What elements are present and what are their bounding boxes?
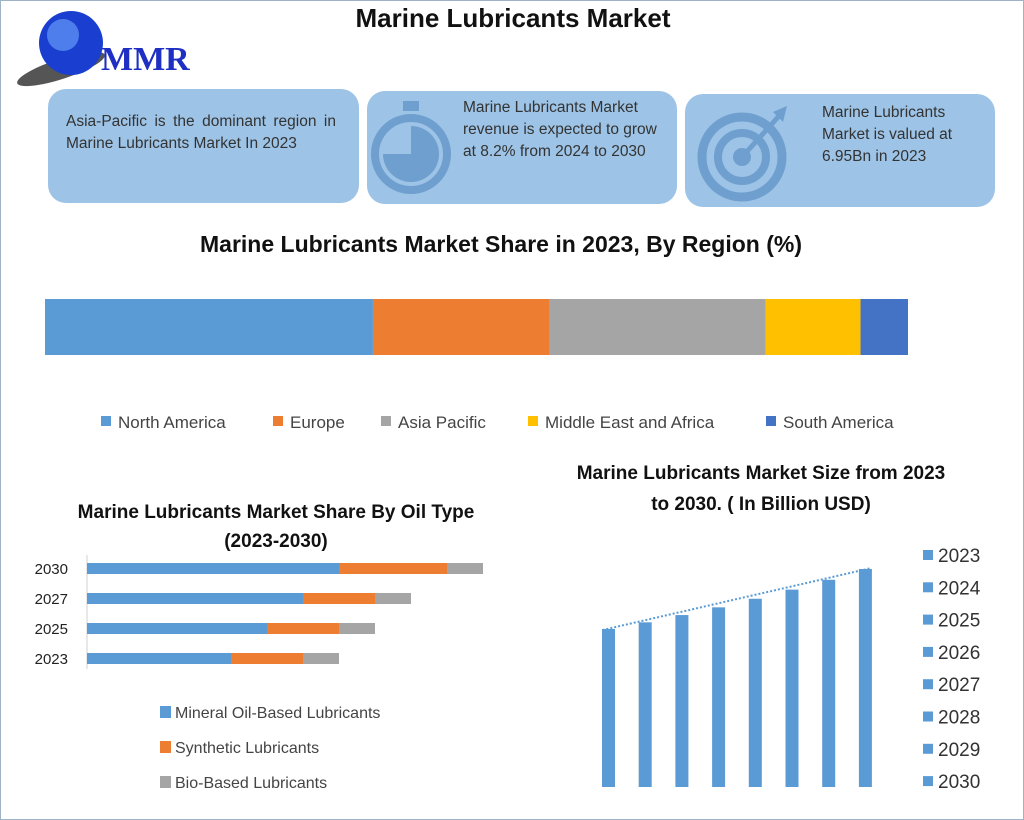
oil-bar-segment bbox=[87, 563, 339, 574]
size-bar bbox=[748, 598, 762, 787]
legend-label: 2025 bbox=[938, 611, 980, 632]
legend-label: 2030 bbox=[938, 772, 980, 793]
category-label: 2025 bbox=[35, 621, 68, 638]
logo-text: MMR bbox=[101, 41, 190, 78]
legend-label: 2026 bbox=[938, 643, 980, 664]
region-chart-title: Marine Lubricants Market Share in 2023, … bbox=[200, 231, 802, 257]
info-card-region: Asia-Pacific is the dominant region in M… bbox=[48, 89, 359, 203]
region-bar-segment bbox=[549, 299, 766, 355]
legend-swatch bbox=[923, 679, 933, 690]
legend-swatch bbox=[923, 776, 933, 787]
legend-label: 2029 bbox=[938, 740, 980, 761]
oil-bar-segment bbox=[339, 623, 375, 634]
oil-bar-segment bbox=[231, 653, 303, 664]
legend-label: Bio-Based Lubricants bbox=[175, 775, 327, 792]
legend-label: 2023 bbox=[938, 546, 980, 567]
oil-type-chart: 2030 2027 2025 2023 Mineral Oil-Based Lubric… bbox=[35, 555, 483, 792]
market-size-chart: 2023 2024 2025 2026 2027 2028 2029 2030 bbox=[602, 546, 981, 793]
legend-label: Synthetic Lubricants bbox=[175, 740, 319, 757]
legend-swatch bbox=[923, 711, 933, 722]
legend-swatch bbox=[923, 614, 933, 625]
card-text: Marine Lubricants Market is valued at 6.… bbox=[822, 104, 953, 165]
size-bar bbox=[712, 607, 726, 787]
trendline bbox=[602, 567, 872, 631]
oil-bar-segment bbox=[87, 623, 267, 634]
legend-label: 2028 bbox=[938, 708, 980, 729]
oil-bar-segment bbox=[375, 593, 411, 604]
legend-swatch bbox=[381, 416, 391, 426]
size-bar bbox=[785, 589, 799, 787]
legend-label: Middle East and Africa bbox=[545, 413, 715, 432]
region-bar-segment bbox=[765, 299, 861, 355]
category-label: 2027 bbox=[35, 591, 68, 608]
stopwatch-icon bbox=[371, 101, 451, 194]
legend-label: North America bbox=[118, 413, 226, 432]
oil-bar-segment bbox=[267, 623, 339, 634]
legend-swatch bbox=[160, 776, 171, 788]
info-card-growth: Marine Lubricants Market revenue is expe… bbox=[367, 91, 677, 204]
legend-swatch bbox=[923, 646, 933, 657]
region-bar-segment bbox=[860, 299, 908, 355]
region-share-chart: North America Europe Asia Pacific Middle Ea… bbox=[45, 299, 908, 432]
legend-swatch bbox=[766, 416, 776, 426]
oil-bar-segment bbox=[303, 653, 339, 664]
region-bar-segment bbox=[372, 299, 550, 355]
legend-label: 2024 bbox=[938, 578, 981, 599]
target-icon bbox=[697, 106, 787, 202]
legend-swatch bbox=[923, 582, 933, 593]
oil-chart-title: Marine Lubricants Market Share By Oil Ty… bbox=[77, 502, 475, 552]
size-bar bbox=[858, 569, 872, 787]
legend-label: 2027 bbox=[938, 675, 980, 696]
legend-swatch bbox=[160, 706, 171, 718]
oil-bar-segment bbox=[303, 593, 375, 604]
size-chart-title: Marine Lubricants Market Size from 2023 … bbox=[576, 463, 946, 515]
size-bar bbox=[638, 622, 652, 787]
oil-bar-segment bbox=[87, 653, 231, 664]
legend-label: Asia Pacific bbox=[398, 413, 486, 432]
legend-swatch bbox=[101, 416, 111, 426]
legend-swatch bbox=[160, 741, 171, 753]
legend-swatch bbox=[273, 416, 283, 426]
legend-label: South America bbox=[783, 413, 894, 432]
category-label: 2030 bbox=[35, 561, 68, 578]
card-text: Asia-Pacific is the dominant region in M… bbox=[66, 113, 336, 152]
legend-swatch bbox=[923, 743, 933, 754]
size-bar bbox=[602, 629, 615, 787]
legend-label: Europe bbox=[290, 413, 345, 432]
info-card-value: Marine Lubricants Market is valued at 6.… bbox=[685, 94, 995, 207]
page-title: Marine Lubricants Market bbox=[355, 3, 671, 33]
oil-bar-segment bbox=[339, 563, 447, 574]
legend-label: Mineral Oil-Based Lubricants bbox=[175, 705, 380, 722]
mmr-logo bbox=[17, 11, 105, 87]
oil-bar-segment bbox=[447, 563, 483, 574]
region-bar-segment bbox=[45, 299, 373, 355]
size-bar bbox=[822, 579, 836, 787]
legend-swatch bbox=[528, 416, 538, 426]
size-bar bbox=[675, 615, 689, 787]
category-label: 2023 bbox=[35, 651, 68, 668]
card-text: Marine Lubricants Market revenue is expe… bbox=[463, 99, 657, 160]
legend-swatch bbox=[923, 550, 933, 560]
oil-bar-segment bbox=[87, 593, 303, 604]
